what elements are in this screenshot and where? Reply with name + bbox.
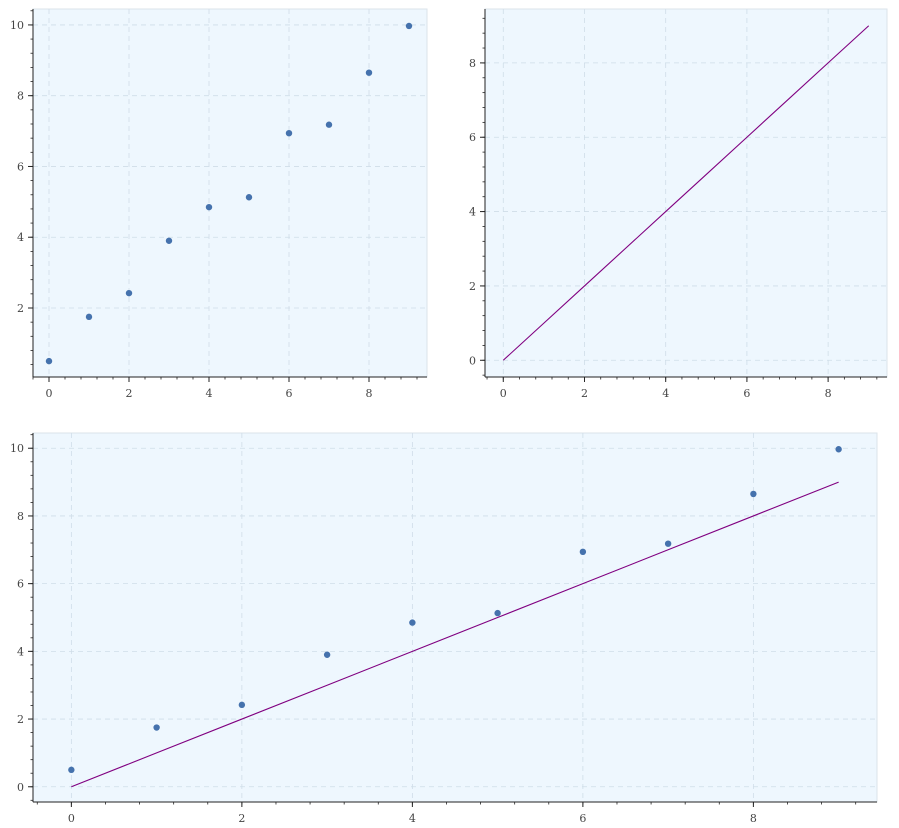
x-tick-label: 2 [238,812,245,825]
scatter-point [579,548,587,556]
scatter-point [750,490,757,498]
x-tick-label: 6 [286,387,293,400]
scatter-point [664,540,672,547]
y-tick-label: 2 [17,302,24,315]
scatter-point [45,357,53,365]
y-tick-label: 0 [469,354,476,367]
scatter-point [205,203,213,211]
x-tick-label: 0 [68,812,75,825]
x-tick-label: 2 [126,387,133,400]
scatter-point [323,651,331,658]
y-tick-label: 4 [17,645,24,658]
combined-chart-panel: 0 2 4 6 8 0 2 4 6 8 10 [10,432,878,825]
y-tick-label: 0 [17,781,24,794]
x-tick-label: 0 [46,387,53,400]
x-tick-label: 4 [206,387,213,400]
y-tick-label: 4 [469,206,476,219]
scatter-point [405,22,413,30]
scatter-point [835,446,842,453]
x-tick-label: 8 [366,387,373,400]
x-tick-label: 0 [500,387,507,400]
line-chart-panel: 0 2 4 6 8 0 2 4 6 8 [469,8,888,400]
scatter-point [325,121,333,128]
scatter-point [494,609,501,617]
scatter-point [125,289,133,297]
scatter-point [68,766,75,774]
x-tick-label: 6 [579,812,586,825]
y-tick-label: 10 [10,19,24,32]
y-tick-label: 2 [469,280,476,293]
scatter-point [409,619,416,626]
y-tick-label: 8 [17,90,24,103]
plot-background [32,432,878,803]
y-tick-label: 2 [17,713,24,726]
x-tick-label: 2 [581,387,588,400]
scatter-point [285,130,293,137]
y-tick-label: 8 [17,510,24,523]
y-tick-label: 6 [469,131,476,144]
scatter-chart-panel: 0 2 4 6 8 2 4 6 8 10 [10,8,428,400]
scatter-point [238,701,246,709]
y-tick-label: 6 [17,578,24,591]
x-tick-label: 8 [750,812,757,825]
series-line [71,481,839,788]
x-tick-label: 8 [825,387,832,400]
x-tick-label: 4 [662,387,669,400]
plot-background [32,8,428,378]
x-tick-label: 6 [743,387,750,400]
scatter-point [245,194,253,201]
scatter-point [165,237,173,244]
scatter-point [365,69,373,76]
y-tick-label: 4 [17,231,24,244]
y-tick-label: 8 [469,57,476,70]
x-tick-label: 4 [409,812,416,825]
series-line [502,25,870,361]
scatter-point [85,313,93,321]
y-tick-label: 6 [17,160,24,173]
scatter-point [153,724,160,731]
y-tick-label: 10 [10,442,24,455]
